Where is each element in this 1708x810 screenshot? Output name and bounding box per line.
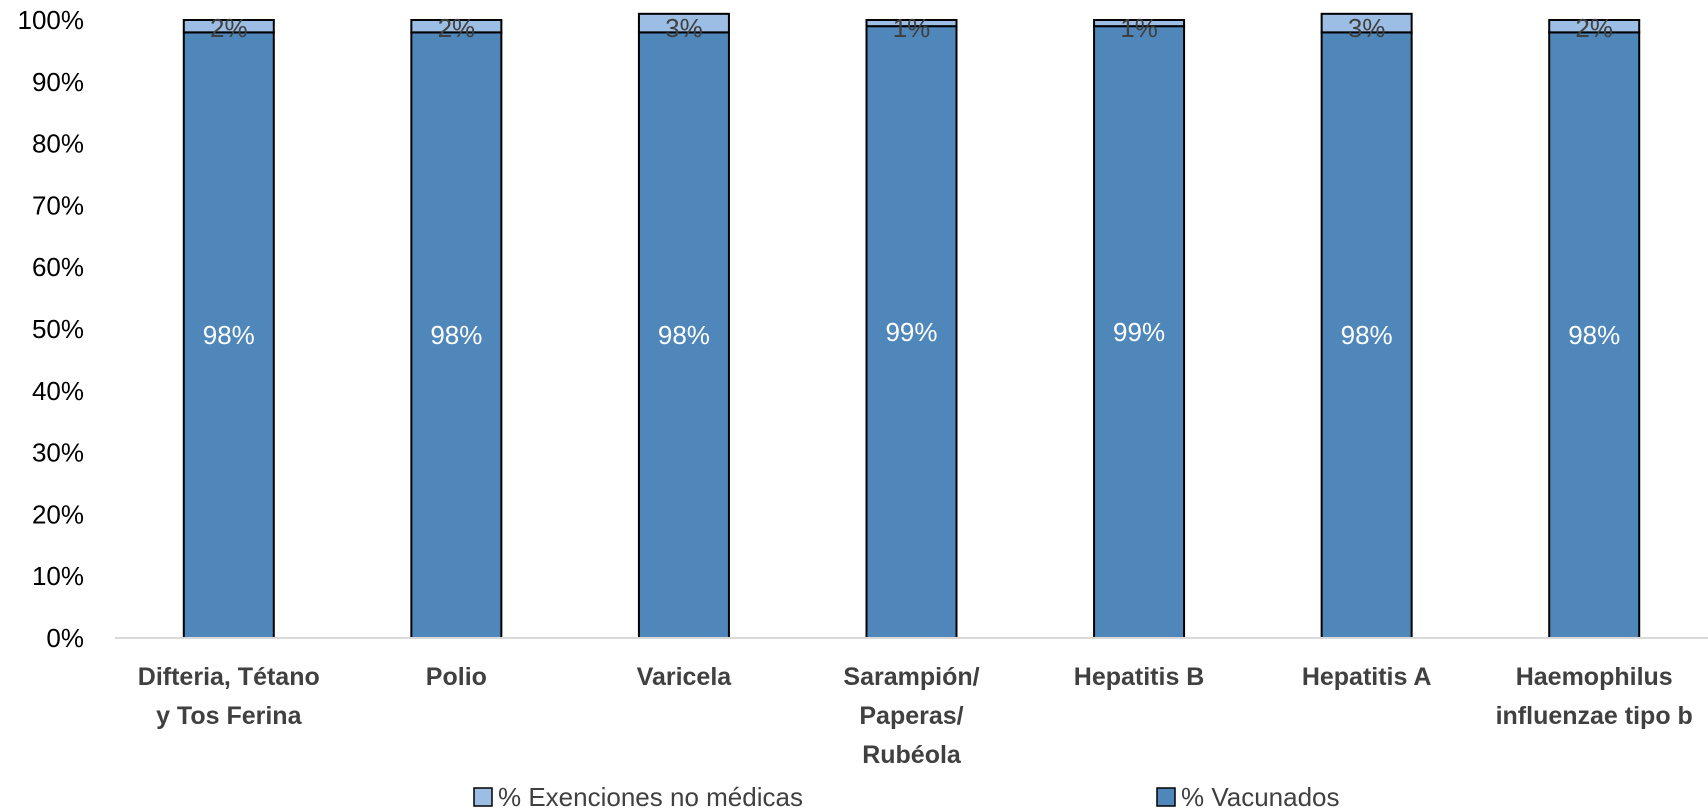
bar-segment-vacunados — [637, 31, 730, 640]
data-label-exenciones: 2% — [1575, 13, 1613, 43]
bar-segment-exenciones — [1320, 12, 1413, 34]
data-label-vacunados: 98% — [430, 320, 482, 350]
data-label-vacunados: 98% — [1568, 320, 1620, 350]
legend-label: % Vacunados — [1181, 782, 1340, 810]
bar-segment-vacunados — [182, 31, 275, 640]
x-category-label: Difteria, Tétano y Tos Ferina — [138, 663, 320, 730]
y-tick-label: 30% — [32, 438, 84, 468]
x-category-label: Hepatitis A — [1302, 663, 1432, 691]
y-tick-label: 50% — [32, 314, 84, 344]
x-category-label: Varicela — [637, 663, 733, 691]
bar-segment-exenciones — [865, 19, 958, 28]
y-tick-label: 20% — [32, 499, 84, 529]
y-tick-label: 100% — [18, 5, 85, 35]
data-label-exenciones: 1% — [893, 13, 931, 43]
bar-segment-exenciones — [182, 19, 275, 34]
y-tick-label: 80% — [32, 129, 84, 159]
data-label-vacunados: 99% — [1113, 317, 1165, 347]
legend-label: % Exenciones no médicas — [498, 782, 803, 810]
y-tick-label: 90% — [32, 67, 84, 97]
y-tick-label: 70% — [32, 190, 84, 220]
bar-segment-exenciones — [637, 12, 730, 34]
data-label-exenciones: 3% — [665, 13, 703, 43]
x-category-label: Hepatitis B — [1074, 663, 1205, 691]
data-label-exenciones: 2% — [438, 13, 476, 43]
data-label-vacunados: 98% — [658, 320, 710, 350]
data-label-vacunados: 99% — [885, 317, 937, 347]
bar-segment-exenciones — [1093, 19, 1186, 28]
x-axis: Difteria, Tétano y Tos Ferina Polio Varicel… — [115, 637, 1708, 769]
x-category-label: Sarampión/Paperas/Rubéola — [843, 663, 979, 769]
bars: 98% 2% 98% 2% 98% 3% 99% 1% 99% 1% 98% 3% 98% 2% — [182, 12, 1641, 640]
y-tick-label: 40% — [32, 376, 84, 406]
bar-segment-exenciones — [410, 19, 503, 34]
x-category-label: Polio — [426, 663, 487, 691]
bar-segment-vacunados — [1093, 25, 1186, 640]
bar-segment-exenciones — [1548, 19, 1641, 34]
legend-swatch — [473, 787, 493, 807]
y-tick-label: 10% — [32, 561, 84, 591]
y-tick-label: 0% — [46, 623, 84, 653]
data-label-vacunados: 98% — [1341, 320, 1393, 350]
bar-segment-vacunados — [1548, 31, 1641, 640]
legend: % Exenciones no médicas % Vacunados — [473, 782, 1340, 810]
data-label-exenciones: 3% — [1348, 13, 1386, 43]
legend-swatch — [1156, 787, 1176, 807]
x-category-label: Haemophilus influenzae tipo b — [1496, 663, 1693, 730]
y-axis: 0% 10% 20% 30% 40% 50% 60% 70% 80% 90% 100% — [18, 5, 85, 653]
data-label-exenciones: 2% — [210, 13, 248, 43]
data-label-vacunados: 98% — [203, 320, 255, 350]
y-tick-label: 60% — [32, 252, 84, 282]
data-label-exenciones: 1% — [1120, 13, 1158, 43]
